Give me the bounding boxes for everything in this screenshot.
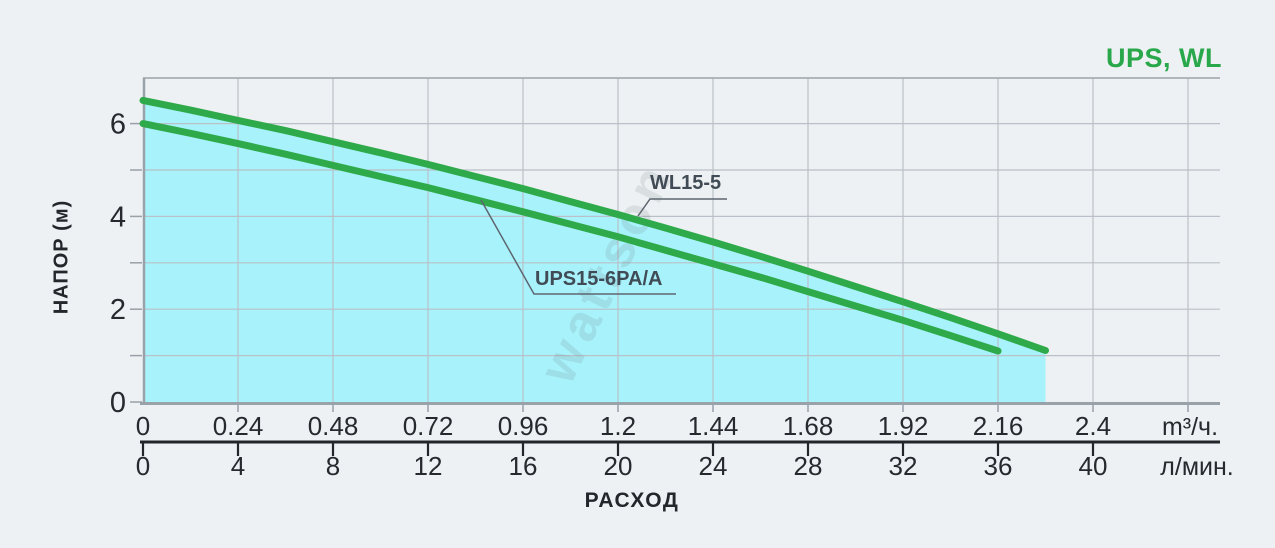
x-tick-label-m3h: 1.44 (688, 411, 739, 441)
x-tick-label-lmin: 20 (604, 451, 633, 481)
y-axis-title: НАПОР (м) (50, 199, 73, 315)
x-tick-label-m3h: 0 (136, 411, 150, 441)
x-tick-label-m3h: 1.92 (878, 411, 929, 441)
x-tick-label-lmin: 28 (794, 451, 823, 481)
x-tick-label-lmin: 16 (509, 451, 538, 481)
x-tick-label-m3h: 1.68 (783, 411, 834, 441)
y-tick-label: 4 (110, 201, 126, 233)
x-tick-label-m3h: 0.48 (308, 411, 359, 441)
y-tick-label: 6 (110, 109, 126, 141)
x-tick-label-m3h: 2.16 (973, 411, 1024, 441)
x-tick-label-lmin: 36 (984, 451, 1013, 481)
pump-curve-wl15-5 (139, 96, 1049, 354)
x-tick-label-lmin: 0 (136, 451, 150, 481)
x-axis-unit-lmin: л/мин. (1160, 453, 1233, 481)
x-tick-label-m3h: 0.96 (498, 411, 549, 441)
x-tick-label-lmin: 32 (889, 451, 918, 481)
x-tick-label-m3h: 1.2 (600, 411, 636, 441)
curve-label-wl15-5: WL15-5 (650, 172, 722, 194)
chart-title: UPS, WL (1106, 43, 1222, 73)
x-tick-label-m3h: 0.72 (403, 411, 454, 441)
y-tick-label: 0 (110, 387, 126, 419)
x-tick-label-lmin: 24 (699, 451, 728, 481)
x-tick-label-lmin: 12 (414, 451, 443, 481)
leader-line-ups15-6pa-a (480, 199, 676, 295)
x-tick-label-lmin: 4 (231, 451, 245, 481)
curve-label-ups15-6pa-a: UPS15-6PA/A (535, 268, 663, 290)
x-tick-label-lmin: 8 (326, 451, 340, 481)
leader-line-wl15-5 (637, 198, 727, 217)
y-tick-label: 2 (110, 294, 126, 326)
x-axis-unit-m3h: m³/ч. (1162, 413, 1218, 441)
x-axis-title: РАСХОД (584, 489, 680, 512)
x-tick-label-m3h: 2.4 (1075, 411, 1111, 441)
x-tick-label-m3h: 0.24 (213, 411, 264, 441)
x-tick-label-lmin: 40 (1079, 451, 1108, 481)
pump-curve-ups15-6pa-a (139, 120, 1002, 355)
